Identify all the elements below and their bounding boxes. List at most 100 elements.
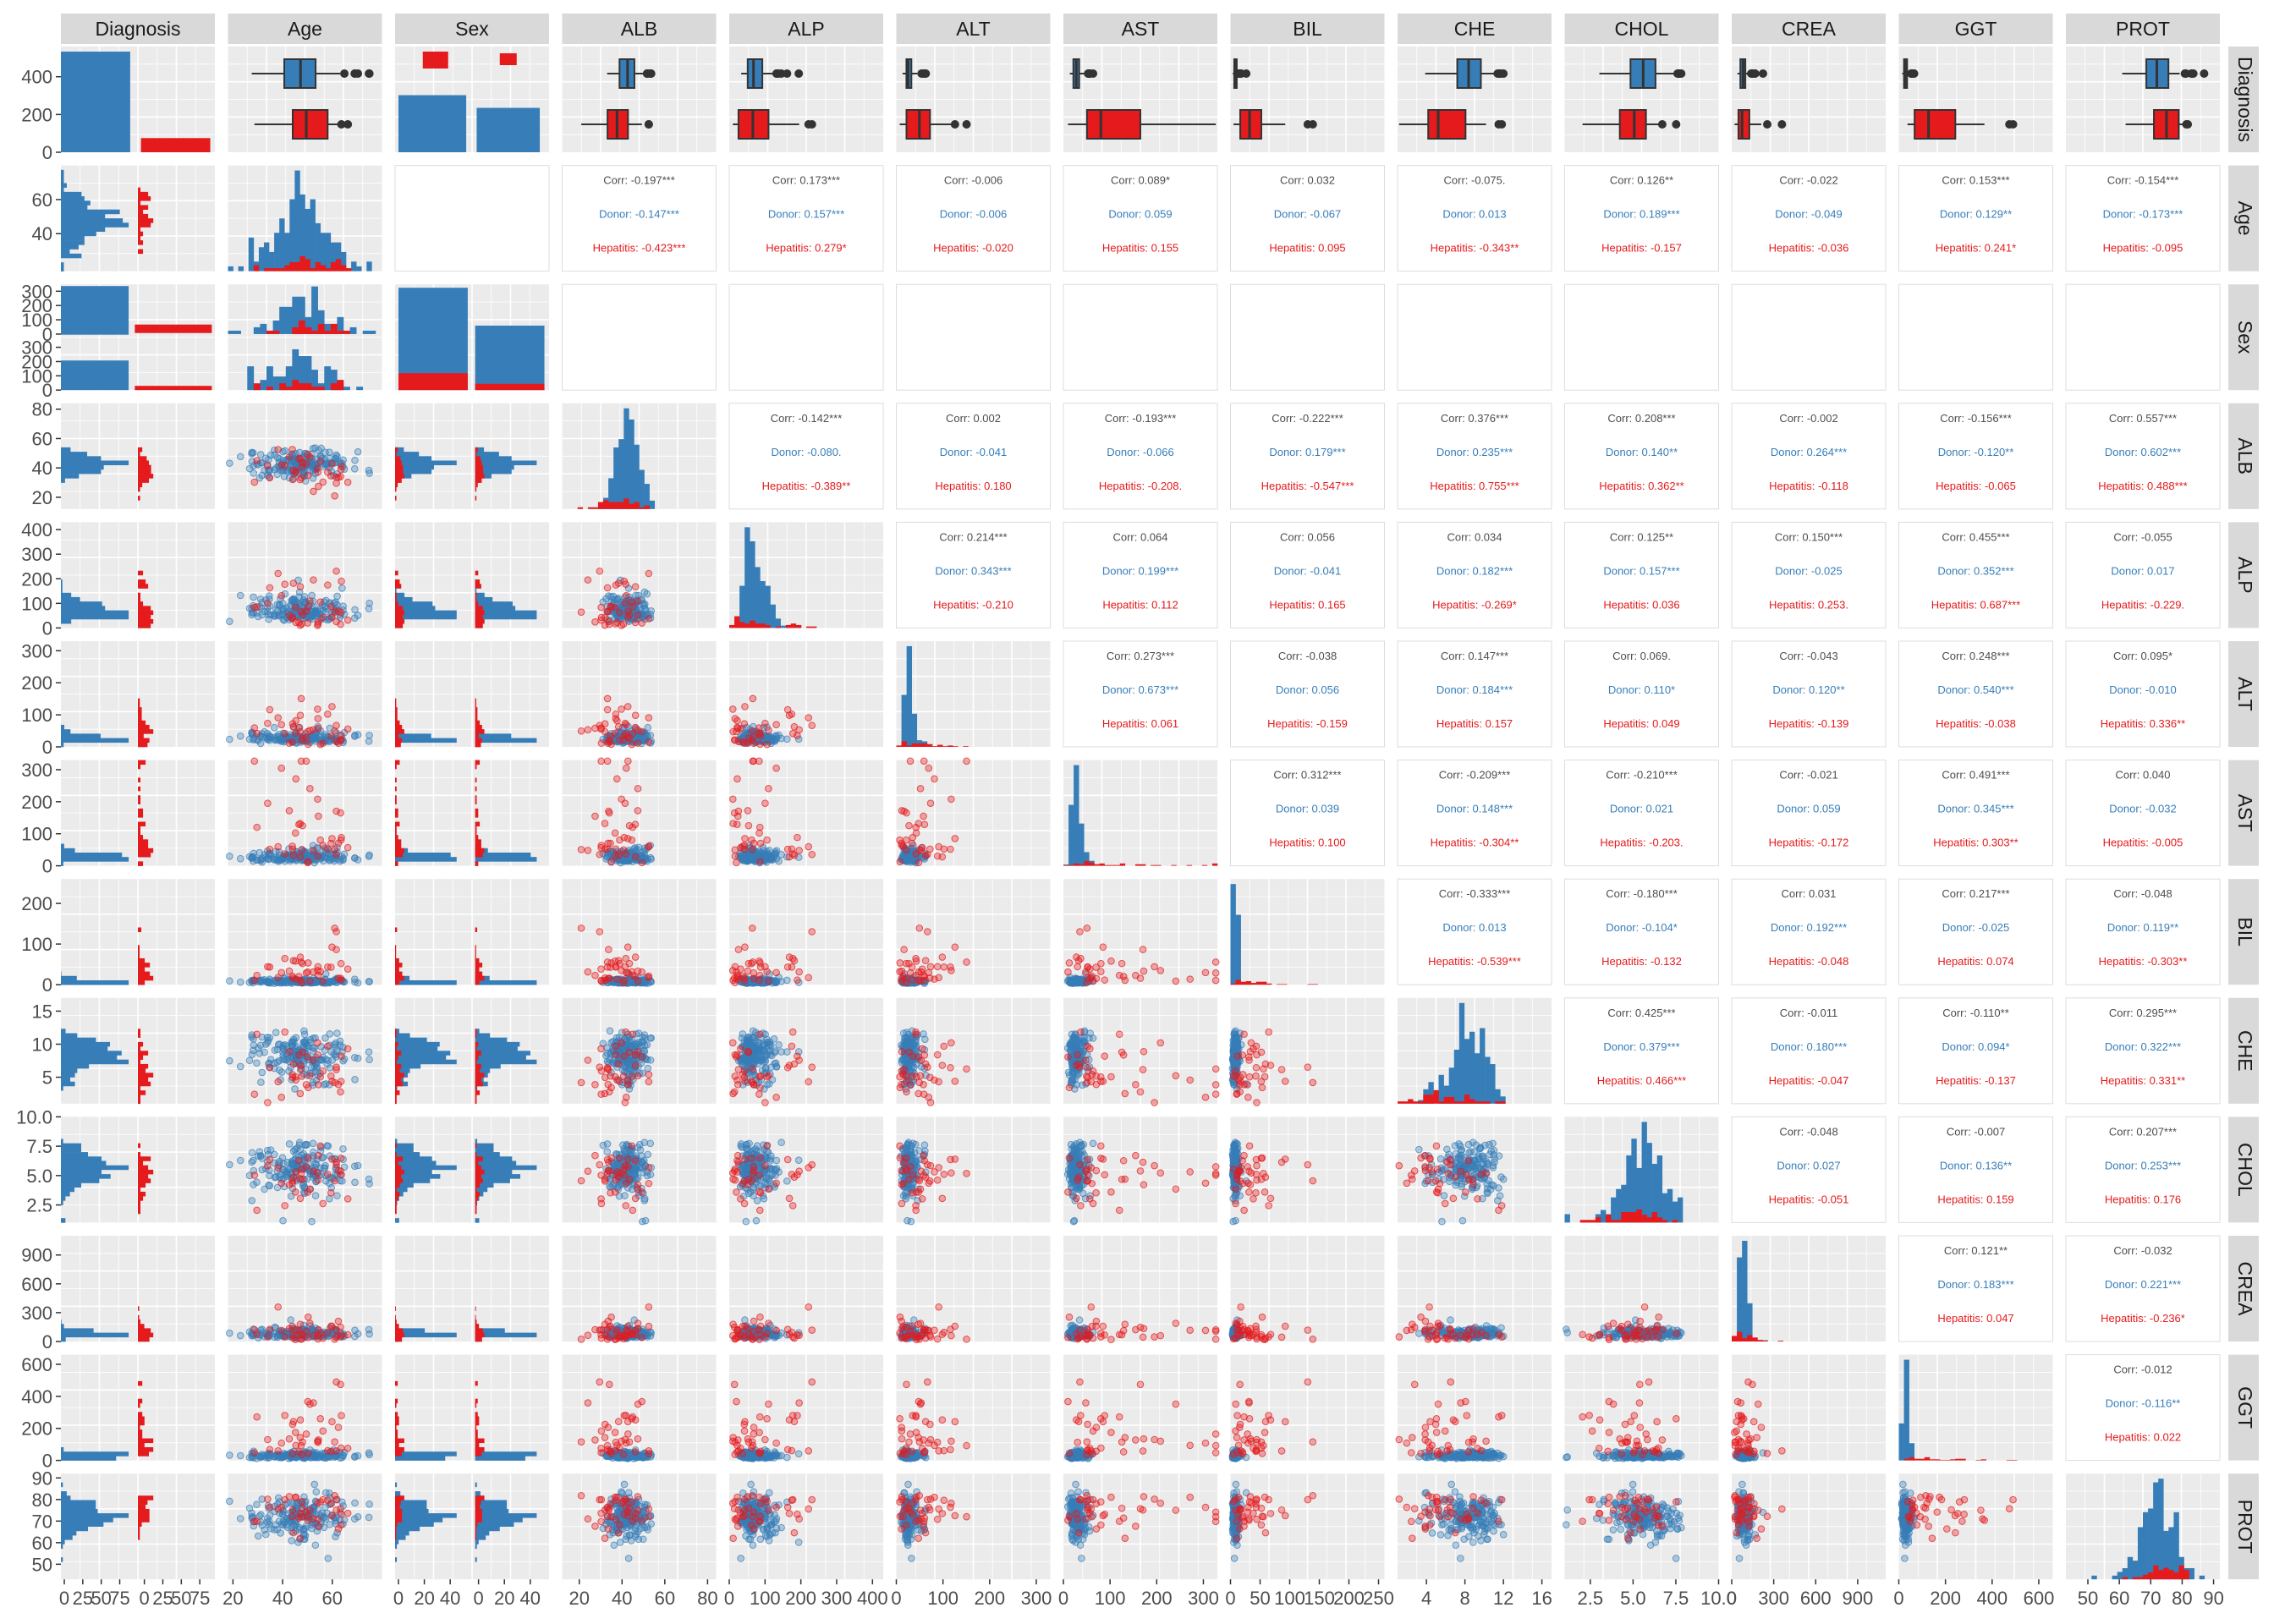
correlation-hepatitis: Hepatitis: -0.118: [1769, 480, 1848, 492]
histogram-bar: [292, 326, 299, 334]
histogram-bar: [138, 601, 144, 606]
scatter-point: [755, 757, 763, 765]
correlation-donor: Donor: 0.602***: [2105, 446, 2181, 458]
scatter-point: [1156, 967, 1165, 974]
histogram-bar: [61, 456, 102, 461]
histogram-bar: [629, 419, 634, 509]
histogram-bar: [395, 452, 420, 457]
scatter-point: [756, 858, 764, 866]
scatter-point: [616, 608, 623, 617]
row-strip: [2228, 1236, 2259, 1341]
histogram-bar: [475, 618, 485, 624]
correlation-donor: Donor: -0.104*: [1606, 921, 1678, 934]
scatter-point: [770, 853, 778, 861]
histogram-bar: [138, 1055, 144, 1061]
correlation-hepatitis: Hepatitis: -0.229.: [2101, 598, 2184, 611]
histogram-bar: [475, 967, 480, 972]
scatter-point: [253, 729, 261, 738]
histogram-bar: [61, 857, 129, 862]
scatter-point: [921, 957, 930, 965]
row-strip-label: ALP: [2234, 557, 2256, 593]
scatter-point: [621, 719, 629, 727]
scatter-point: [623, 943, 632, 952]
histogram-bar: [138, 218, 154, 223]
histogram-bar: [61, 460, 129, 466]
histogram-bar: [395, 733, 431, 738]
correlation-donor: Donor: 0.157***: [768, 208, 844, 221]
scatter-point: [365, 732, 373, 739]
histogram-bar: [61, 606, 106, 611]
histogram-bar: [785, 624, 792, 628]
histogram-bar: [395, 618, 404, 624]
histogram-bar: [475, 786, 477, 792]
correlation-panel: [1397, 283, 1552, 391]
scatter-point: [337, 473, 344, 480]
histogram-bar: [61, 1081, 75, 1087]
histogram-bar: [284, 265, 290, 272]
scatter-point: [790, 957, 799, 965]
scatter-point: [920, 820, 929, 829]
scatter-point: [750, 733, 758, 741]
bar-donor: [61, 52, 130, 152]
scatter-point: [351, 456, 359, 464]
histogram-bar: [734, 616, 740, 628]
histogram-bar: [395, 447, 398, 453]
scatter-point: [1172, 977, 1180, 985]
scatter-point: [291, 603, 299, 612]
histogram-bar: [395, 496, 397, 501]
correlation-donor: Donor: -0.025: [1775, 564, 1843, 577]
histogram-bar: [138, 742, 148, 748]
correlation-donor: Donor: -0.032: [2109, 803, 2177, 815]
histogram-bar: [926, 743, 933, 747]
histogram-bar: [1312, 984, 1318, 985]
correlation-overall: Corr: 0.002: [946, 412, 1001, 425]
histogram-bar: [298, 356, 305, 391]
histogram-bar: [395, 707, 398, 712]
correlation-donor: Donor: 0.110*: [1608, 683, 1675, 696]
correlation-overall: Corr: 0.208***: [1607, 412, 1675, 425]
histogram-bar: [138, 1073, 154, 1078]
scatter-point: [1107, 957, 1115, 965]
column-strip: [1732, 14, 1886, 44]
row-strip: [2228, 997, 2259, 1104]
histogram-bar: [395, 478, 402, 483]
scatter-point: [305, 471, 312, 480]
scatter-point: [631, 583, 640, 590]
histogram-bar: [234, 330, 241, 334]
correlation-donor: Donor: 0.345***: [1937, 803, 2013, 815]
box: [291, 109, 329, 140]
scatter-point: [613, 975, 621, 983]
histogram-bar: [138, 1046, 141, 1051]
row-strip-label: Age: [2234, 201, 2256, 236]
histogram-bar: [263, 242, 270, 272]
histogram-bar: [138, 579, 146, 584]
scatter-point: [906, 757, 915, 765]
histogram-bar: [61, 187, 64, 193]
histogram-bar: [138, 1068, 146, 1073]
outlier-point: [2200, 69, 2209, 78]
histogram-bar: [61, 848, 75, 853]
scatter-point: [629, 729, 637, 738]
correlation-overall: Corr: -0.180***: [1606, 887, 1678, 900]
column-strip-label: CHE: [1454, 18, 1496, 40]
outlier-point: [1308, 120, 1317, 129]
correlation-panel: [1063, 283, 1218, 391]
histogram-bar: [1186, 864, 1192, 866]
histogram-bar: [395, 979, 399, 985]
histogram-bar: [475, 808, 479, 814]
histogram-bar: [629, 503, 634, 509]
scatter-point: [638, 619, 646, 627]
scatter-point: [304, 619, 312, 627]
histogram-bar: [138, 945, 140, 950]
outlier-point: [365, 69, 374, 78]
histogram-bar: [911, 713, 918, 747]
histogram-bar: [61, 579, 63, 584]
scatter-point: [631, 618, 640, 627]
histogram-bar: [317, 310, 325, 334]
histogram-bar: [475, 971, 483, 977]
column-strip: [896, 14, 1051, 44]
scatter-point: [920, 757, 928, 765]
scatter-point: [596, 567, 604, 575]
histogram-bar: [475, 447, 478, 453]
correlation-panel: [728, 283, 884, 391]
